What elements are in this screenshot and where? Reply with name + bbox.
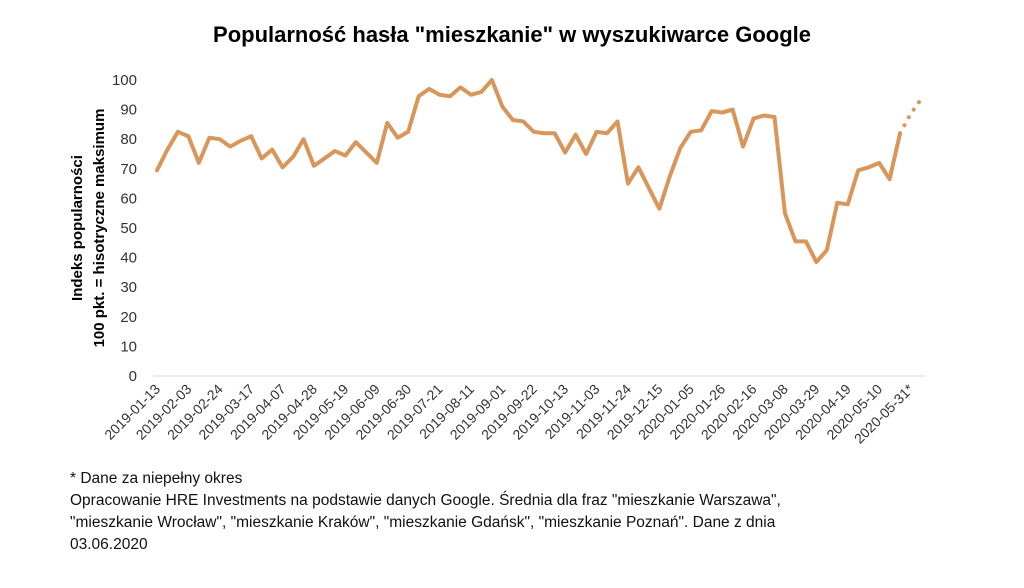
x-axis-ticks: 2019-01-132019-02-032019-02-242019-03-17… bbox=[101, 380, 917, 446]
y-tick-label: 80 bbox=[120, 131, 137, 148]
y-axis-label: Indeks popularności 100 pkt. = hisotrycz… bbox=[69, 109, 108, 348]
y-tick-label: 70 bbox=[120, 161, 137, 178]
y-axis-label-line2: 100 pkt. = hisotryczne maksimum bbox=[91, 109, 108, 348]
chart-title: Popularność hasła "mieszkanie" w wyszuki… bbox=[213, 22, 811, 47]
y-tick-label: 40 bbox=[120, 250, 137, 267]
y-tick-label: 60 bbox=[120, 190, 137, 207]
note-partial-data: * Dane za niepełny okres bbox=[70, 470, 243, 487]
y-tick-label: 100 bbox=[112, 72, 137, 89]
y-tick-label: 50 bbox=[120, 220, 137, 237]
series-group bbox=[155, 78, 923, 265]
y-tick-label: 30 bbox=[120, 279, 137, 296]
note-source-3: 03.06.2020 bbox=[70, 536, 148, 553]
y-axis-label-line1: Indeks popularności bbox=[69, 155, 86, 301]
chart-notes: * Dane za niepełny okres Opracowanie HRE… bbox=[70, 468, 970, 556]
y-tick-label: 0 bbox=[129, 368, 137, 385]
y-tick-label: 10 bbox=[120, 338, 137, 355]
note-source-1: Opracowanie HRE Investments na podstawie… bbox=[70, 492, 781, 509]
y-tick-label: 90 bbox=[120, 102, 137, 119]
series-line bbox=[155, 78, 903, 265]
y-axis-ticks: 0 10 20 30 40 50 60 70 80 90 100 bbox=[112, 72, 137, 385]
y-tick-label: 20 bbox=[120, 309, 137, 326]
series-line-partial bbox=[898, 97, 923, 136]
note-source-2: "mieszkanie Wrocław", "mieszkanie Kraków… bbox=[70, 514, 776, 531]
